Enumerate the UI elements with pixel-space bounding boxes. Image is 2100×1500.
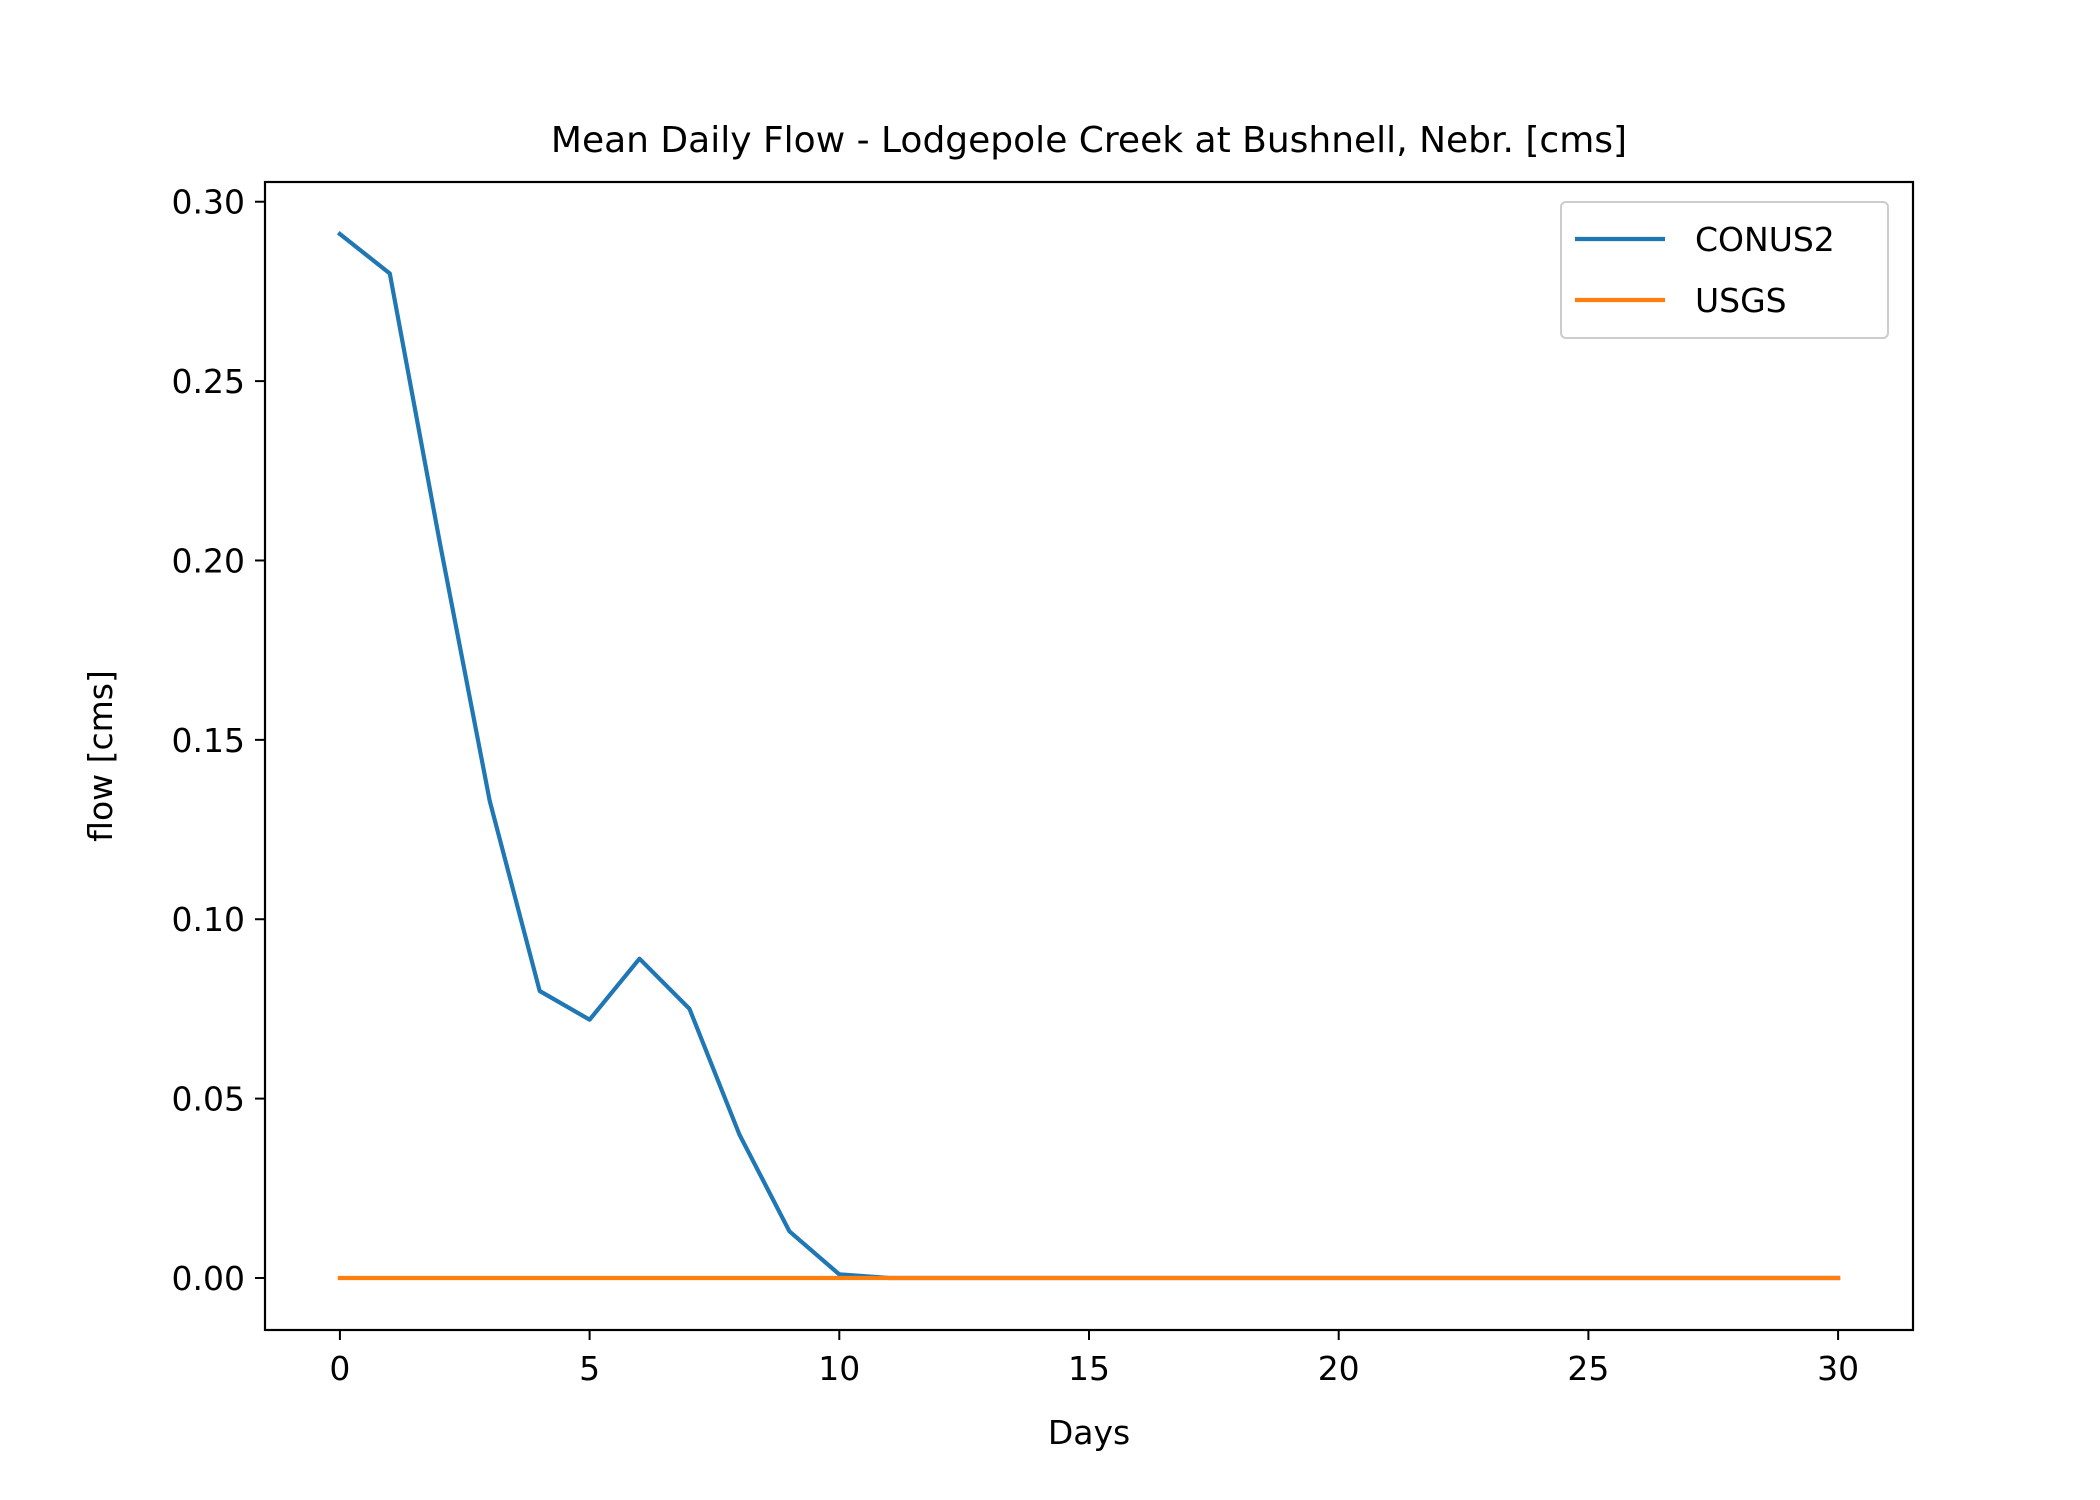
x-tick-label: 10 <box>818 1349 860 1388</box>
x-tick-label: 20 <box>1318 1349 1360 1388</box>
y-tick-label: 0.25 <box>172 362 245 401</box>
x-tick-label: 30 <box>1817 1349 1859 1388</box>
series-layer <box>336 231 1841 1281</box>
x-tick-label: 15 <box>1068 1349 1110 1388</box>
legend: CONUS2 USGS <box>1560 201 1889 339</box>
x-tick-label: 5 <box>579 1349 600 1388</box>
x-axis-label: Days <box>1048 1413 1130 1452</box>
x-tick-label: 0 <box>329 1349 350 1388</box>
axes-layer: 0 5 10 15 20 25 30 0.00 0.05 0.10 0.15 0.20 0.25 0.30 <box>172 183 1860 1388</box>
plot-area-frame <box>263 180 1915 1332</box>
y-tick-label: 0.00 <box>172 1259 245 1298</box>
x-tick-label: 25 <box>1567 1349 1609 1388</box>
y-tick-label: 0.05 <box>172 1080 245 1119</box>
y-tick-label: 0.30 <box>172 183 245 222</box>
y-tick-label: 0.20 <box>172 541 245 580</box>
y-tick-label: 0.10 <box>172 900 245 939</box>
legend-label-conus2: CONUS2 <box>1695 220 1835 259</box>
chart-title: Mean Daily Flow - Lodgepole Creek at Bus… <box>551 120 1627 161</box>
y-tick-label: 0.15 <box>172 721 245 760</box>
y-axis-label: flow [cms] <box>81 670 120 842</box>
legend-box <box>1560 201 1889 339</box>
legend-label-usgs: USGS <box>1695 281 1787 320</box>
